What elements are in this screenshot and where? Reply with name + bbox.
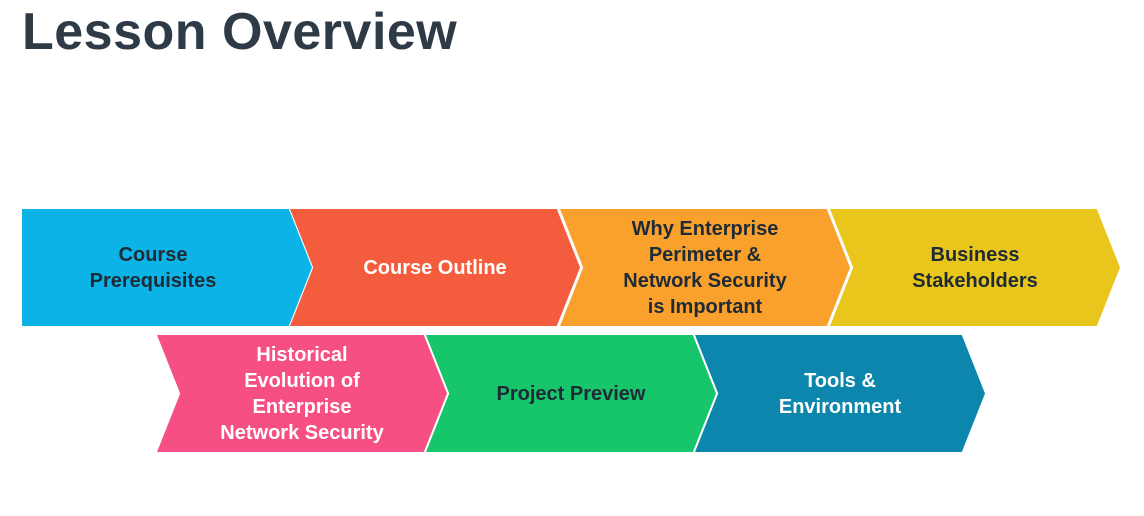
step-historical-evolution: Historical Evolution of Enterprise Netwo… [157, 335, 447, 452]
step-business-stakeholders: Business Stakeholders [830, 209, 1120, 326]
step-label: Course Prerequisites [89, 243, 217, 292]
step-label: Why Enterprise Perimeter & Network Secur… [623, 217, 787, 318]
step-why-security-important: Why Enterprise Perimeter & Network Secur… [560, 209, 850, 326]
step-label: Historical Evolution of Enterprise Netwo… [220, 343, 384, 444]
step-course-prerequisites: Course Prerequisites [22, 209, 312, 326]
step-course-outline: Course Outline [290, 209, 580, 326]
step-project-preview: Project Preview [426, 335, 716, 452]
step-label: Business Stakeholders [912, 243, 1038, 292]
step-label: Tools & Environment [778, 369, 902, 418]
page-title: Lesson Overview [22, 3, 458, 61]
step-tools-environment: Tools & Environment [695, 335, 985, 452]
step-label: Project Preview [496, 382, 646, 405]
step-label: Course Outline [363, 256, 507, 279]
